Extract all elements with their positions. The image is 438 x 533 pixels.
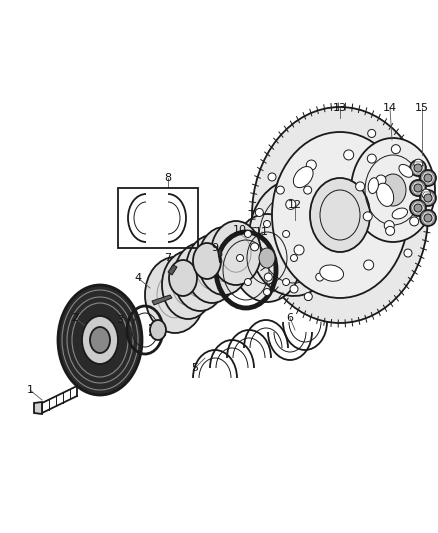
Circle shape <box>286 199 296 209</box>
Text: 12: 12 <box>288 200 302 210</box>
Circle shape <box>264 288 271 295</box>
Circle shape <box>367 154 376 163</box>
Text: 9: 9 <box>212 243 219 253</box>
Circle shape <box>264 273 272 281</box>
Circle shape <box>237 254 244 262</box>
Circle shape <box>424 214 432 222</box>
Ellipse shape <box>174 243 226 311</box>
Ellipse shape <box>82 316 118 364</box>
Polygon shape <box>152 295 172 305</box>
Bar <box>118 188 198 248</box>
Ellipse shape <box>198 227 250 295</box>
Circle shape <box>404 249 412 257</box>
Circle shape <box>326 270 336 280</box>
Text: 6: 6 <box>286 313 293 323</box>
Ellipse shape <box>272 132 408 298</box>
Circle shape <box>410 217 419 226</box>
Circle shape <box>385 227 395 236</box>
Circle shape <box>424 194 432 202</box>
Circle shape <box>268 173 276 181</box>
Circle shape <box>294 245 304 255</box>
Circle shape <box>414 204 422 212</box>
Circle shape <box>420 170 436 186</box>
Ellipse shape <box>90 327 110 353</box>
Ellipse shape <box>310 178 370 252</box>
Polygon shape <box>218 248 222 257</box>
Circle shape <box>414 159 423 168</box>
Circle shape <box>364 260 374 270</box>
Ellipse shape <box>351 138 435 242</box>
Ellipse shape <box>211 221 261 285</box>
Circle shape <box>384 221 394 231</box>
Ellipse shape <box>399 165 413 177</box>
Circle shape <box>376 175 386 185</box>
Ellipse shape <box>193 243 221 279</box>
Ellipse shape <box>232 214 302 302</box>
Ellipse shape <box>368 177 378 193</box>
Ellipse shape <box>169 260 197 296</box>
Ellipse shape <box>380 174 406 206</box>
Ellipse shape <box>58 285 142 395</box>
Circle shape <box>283 230 290 238</box>
Circle shape <box>420 190 436 206</box>
Ellipse shape <box>252 107 428 323</box>
Text: 5: 5 <box>191 363 198 373</box>
Circle shape <box>344 150 353 160</box>
Circle shape <box>410 160 426 176</box>
Circle shape <box>424 174 432 182</box>
Ellipse shape <box>186 235 238 303</box>
Ellipse shape <box>320 265 343 281</box>
Circle shape <box>290 285 298 293</box>
Circle shape <box>304 293 312 301</box>
Circle shape <box>264 221 271 228</box>
Text: 15: 15 <box>415 103 429 113</box>
Text: 10: 10 <box>233 225 247 235</box>
Circle shape <box>420 210 436 226</box>
Circle shape <box>392 144 400 154</box>
Ellipse shape <box>162 251 214 319</box>
Circle shape <box>244 279 251 286</box>
Circle shape <box>414 164 422 172</box>
Text: 4: 4 <box>134 273 141 283</box>
Circle shape <box>356 182 364 191</box>
Circle shape <box>421 189 431 198</box>
Ellipse shape <box>150 320 166 340</box>
Text: 1: 1 <box>27 385 33 395</box>
Circle shape <box>304 186 312 194</box>
Text: 3: 3 <box>117 315 124 325</box>
Text: 8: 8 <box>164 173 172 183</box>
Circle shape <box>290 254 297 262</box>
Text: 14: 14 <box>383 103 397 113</box>
Circle shape <box>414 184 422 192</box>
Circle shape <box>276 186 284 194</box>
Text: 2: 2 <box>71 313 78 323</box>
Ellipse shape <box>392 208 407 219</box>
Ellipse shape <box>377 183 394 206</box>
Circle shape <box>255 208 263 216</box>
Polygon shape <box>249 180 333 296</box>
Circle shape <box>251 243 258 251</box>
Ellipse shape <box>145 257 205 333</box>
Circle shape <box>410 200 426 216</box>
Polygon shape <box>168 265 177 275</box>
Text: 7: 7 <box>164 253 172 263</box>
Ellipse shape <box>293 166 313 188</box>
Ellipse shape <box>259 248 275 268</box>
Text: 13: 13 <box>333 103 347 113</box>
Text: 11: 11 <box>255 227 269 237</box>
Circle shape <box>410 180 426 196</box>
Circle shape <box>363 212 372 221</box>
Circle shape <box>283 279 290 286</box>
Circle shape <box>306 160 316 170</box>
Circle shape <box>244 230 251 238</box>
Circle shape <box>316 273 324 281</box>
Polygon shape <box>34 402 42 414</box>
Circle shape <box>367 130 376 138</box>
